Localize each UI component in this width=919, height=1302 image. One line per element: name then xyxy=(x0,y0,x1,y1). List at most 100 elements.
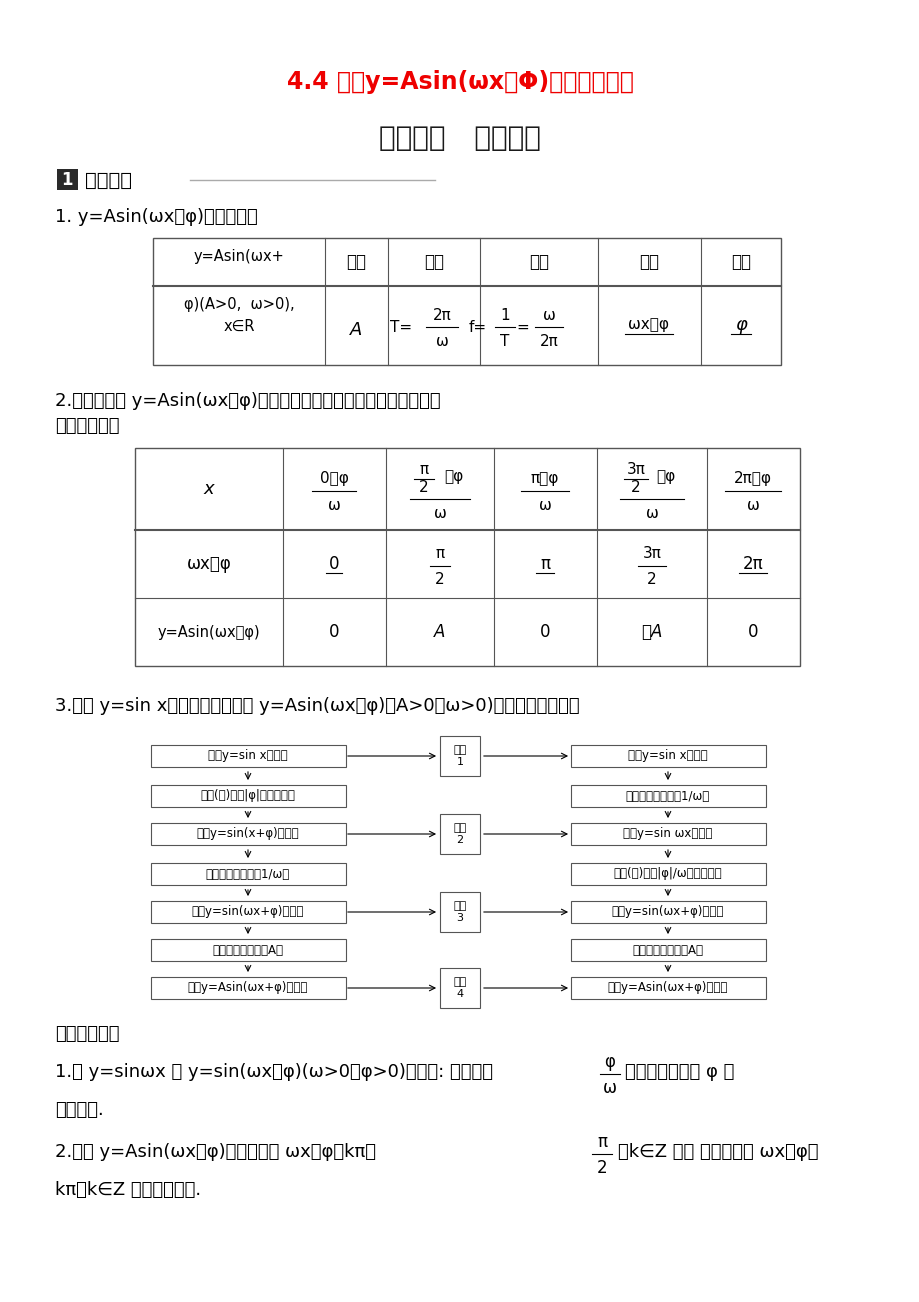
Text: A: A xyxy=(434,622,445,641)
Text: π: π xyxy=(539,555,550,573)
Text: 0: 0 xyxy=(539,622,550,641)
Text: 知识梳理: 知识梳理 xyxy=(85,171,131,190)
Bar xyxy=(571,901,766,923)
Bar xyxy=(571,785,766,807)
Bar xyxy=(151,823,346,845)
Text: 得到y=sin(ωx+φ)的图象: 得到y=sin(ωx+φ)的图象 xyxy=(191,905,304,918)
Text: T=: T= xyxy=(390,319,412,335)
Text: 2: 2 xyxy=(630,480,641,496)
Bar xyxy=(571,976,766,999)
Text: T: T xyxy=(500,333,509,349)
Bar xyxy=(151,976,346,999)
Text: 向左(右)平移|φ|个单位长度: 向左(右)平移|φ|个单位长度 xyxy=(200,789,295,802)
Text: 2π: 2π xyxy=(742,555,763,573)
Text: ω: ω xyxy=(327,497,340,513)
Text: 得到y=sin(x+φ)的图象: 得到y=sin(x+φ)的图象 xyxy=(197,828,299,841)
Text: 2: 2 xyxy=(596,1159,607,1177)
Bar xyxy=(571,863,766,885)
Text: ωx＋φ: ωx＋φ xyxy=(187,555,231,573)
Text: 【知识拓展】: 【知识拓展】 xyxy=(55,1025,119,1043)
Text: 得到y=Asin(ωx+φ)的图象: 得到y=Asin(ωx+φ)的图象 xyxy=(607,982,728,995)
Text: ，k∈Z 确定 对称中心由 ωx＋φ＝: ，k∈Z 确定 对称中心由 ωx＋φ＝ xyxy=(618,1143,818,1161)
Text: 步骤
2: 步骤 2 xyxy=(453,823,466,845)
Text: －φ: －φ xyxy=(655,470,675,484)
Text: 1.由 y=sinωx 到 y=sin(ωx＋φ)(ω>0，φ>0)的变换: 向左平移: 1.由 y=sinωx 到 y=sin(ωx＋φ)(ω>0，φ>0)的变换: 向… xyxy=(55,1062,493,1081)
Text: 2: 2 xyxy=(435,573,444,587)
Text: φ: φ xyxy=(734,316,746,335)
Text: 周期: 周期 xyxy=(424,253,444,271)
Text: 2.用五点法画 y=Asin(ωx＋φ)一个周期内的简图时，要找五个特征点: 2.用五点法画 y=Asin(ωx＋φ)一个周期内的简图时，要找五个特征点 xyxy=(55,392,440,410)
Text: ω: ω xyxy=(746,497,758,513)
Bar xyxy=(151,863,346,885)
Text: 纵坐标变为原来的A倍: 纵坐标变为原来的A倍 xyxy=(212,944,283,957)
Text: 2: 2 xyxy=(419,480,428,496)
Text: 向左(右)平移|φ|/ω个单位长度: 向左(右)平移|φ|/ω个单位长度 xyxy=(613,867,721,880)
Text: 步骤
4: 步骤 4 xyxy=(453,978,466,999)
Text: kπ，k∈Z 确定其横坐标.: kπ，k∈Z 确定其横坐标. xyxy=(55,1181,201,1199)
Text: φ)(A>0,  ω>0),: φ)(A>0, ω>0), xyxy=(184,297,294,311)
Text: 振幅: 振幅 xyxy=(346,253,366,271)
Text: 2π: 2π xyxy=(539,333,558,349)
Text: 个单位长度而非 φ 个: 个单位长度而非 φ 个 xyxy=(624,1062,733,1081)
Text: 基础知识   自主学习: 基础知识 自主学习 xyxy=(379,124,540,152)
Text: 单位长度.: 单位长度. xyxy=(55,1101,104,1118)
Text: y=Asin(ωx+: y=Asin(ωx+ xyxy=(193,249,284,263)
Text: 相位: 相位 xyxy=(639,253,658,271)
Bar xyxy=(57,169,78,190)
Text: π: π xyxy=(419,461,428,477)
Bar xyxy=(153,238,780,365)
Bar xyxy=(135,448,800,667)
Text: π: π xyxy=(596,1133,607,1151)
Text: －A: －A xyxy=(641,622,662,641)
Text: 步骤
1: 步骤 1 xyxy=(453,745,466,767)
Text: 3.函数 y=sin x的图象经变换得到 y=Asin(ωx＋φ)（A>0，ω>0)的图象的步骤如下: 3.函数 y=sin x的图象经变换得到 y=Asin(ωx＋φ)（A>0，ω>… xyxy=(55,697,579,715)
Text: 2: 2 xyxy=(646,573,656,587)
Text: －φ: －φ xyxy=(444,470,463,484)
Bar xyxy=(571,823,766,845)
Bar xyxy=(151,901,346,923)
Text: 初相: 初相 xyxy=(731,253,750,271)
Text: ω: ω xyxy=(433,505,446,521)
Bar xyxy=(439,967,480,1008)
Text: 2π: 2π xyxy=(432,307,451,323)
Text: 4.4 函数y=Asin(ωx＋Φ)的图象及应用: 4.4 函数y=Asin(ωx＋Φ)的图象及应用 xyxy=(286,70,633,94)
Text: y=Asin(ωx＋φ): y=Asin(ωx＋φ) xyxy=(157,625,260,639)
Text: x: x xyxy=(203,480,214,497)
Text: ω: ω xyxy=(602,1079,617,1098)
Text: ωx＋φ: ωx＋φ xyxy=(628,318,669,332)
Text: 2.函数 y=Asin(ωx＋φ)的对称轴由 ωx＋φ＝kπ＋: 2.函数 y=Asin(ωx＋φ)的对称轴由 ωx＋φ＝kπ＋ xyxy=(55,1143,376,1161)
Text: 0: 0 xyxy=(747,622,757,641)
Text: 画出y=sin x的图象: 画出y=sin x的图象 xyxy=(628,750,707,763)
Bar xyxy=(439,892,480,932)
Text: 横坐标变为原来的1/ω倍: 横坐标变为原来的1/ω倍 xyxy=(206,867,289,880)
Text: 得到y=sin ωx的图象: 得到y=sin ωx的图象 xyxy=(623,828,712,841)
Bar xyxy=(571,939,766,961)
Text: 画出y=sin x的图象: 画出y=sin x的图象 xyxy=(208,750,288,763)
Bar xyxy=(439,736,480,776)
Text: ω: ω xyxy=(542,307,555,323)
Text: 频率: 频率 xyxy=(528,253,549,271)
Text: 得到y=sin(ωx+φ)的图象: 得到y=sin(ωx+φ)的图象 xyxy=(611,905,723,918)
Text: π－φ: π－φ xyxy=(530,471,559,487)
Bar xyxy=(571,745,766,767)
Text: 1: 1 xyxy=(62,171,73,189)
Text: 2π－φ: 2π－φ xyxy=(733,471,771,487)
Text: ω: ω xyxy=(538,497,550,513)
Text: 纵坐标变为原来的A倍: 纵坐标变为原来的A倍 xyxy=(632,944,703,957)
Text: 步骤
3: 步骤 3 xyxy=(453,901,466,923)
Text: 得到y=Asin(ωx+φ)的图象: 得到y=Asin(ωx+φ)的图象 xyxy=(187,982,308,995)
Bar xyxy=(151,939,346,961)
Bar xyxy=(151,745,346,767)
Text: 1. y=Asin(ωx＋φ)的有关概念: 1. y=Asin(ωx＋φ)的有关概念 xyxy=(55,208,257,227)
Text: 横坐标变为原来的1/ω倍: 横坐标变为原来的1/ω倍 xyxy=(625,789,709,802)
Text: 0－φ: 0－φ xyxy=(319,471,348,487)
Text: 0: 0 xyxy=(328,555,339,573)
Text: f=: f= xyxy=(469,319,486,335)
Bar xyxy=(439,814,480,854)
Text: A: A xyxy=(349,322,362,339)
Text: 3π: 3π xyxy=(626,461,645,477)
Text: ω: ω xyxy=(645,505,658,521)
Text: =: = xyxy=(516,319,528,335)
Text: 0: 0 xyxy=(328,622,339,641)
Text: π: π xyxy=(435,547,444,561)
